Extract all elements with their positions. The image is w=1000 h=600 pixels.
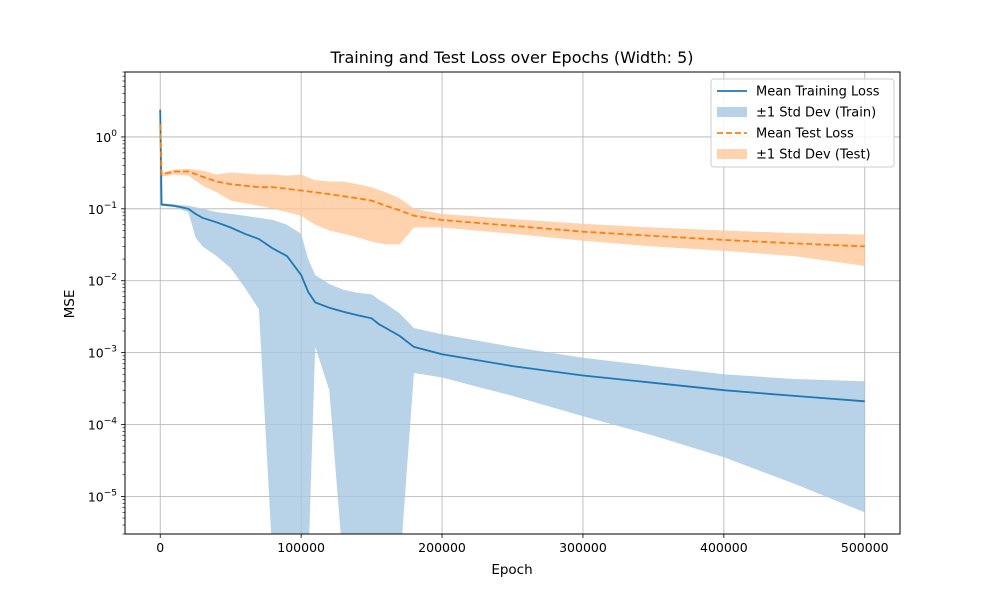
train-std-band xyxy=(160,107,865,534)
x-tick-label: 0 xyxy=(156,540,164,555)
std-dev-bands xyxy=(160,107,865,534)
mean-test-loss-line xyxy=(159,124,865,248)
y-tick-label: 10−5 xyxy=(88,488,117,504)
legend-swatch-band xyxy=(717,149,747,159)
chart-title: Training and Test Loss over Epochs (Widt… xyxy=(330,48,694,67)
legend: Mean Training Loss ±1 Std Dev (Train) Mean… xyxy=(710,78,895,168)
series-lines xyxy=(159,109,865,403)
y-tick-label: 10−2 xyxy=(88,273,117,289)
axis-ticks: 0 100000 200000 300000 400000 500000 10−5 10−4 1… xyxy=(88,71,889,555)
x-axis-label: Epoch xyxy=(491,562,532,578)
y-tick-label: 10−4 xyxy=(88,417,117,433)
legend-entry-label: ±1 Std Dev (Train) xyxy=(756,106,876,121)
test-std-band xyxy=(160,120,865,267)
y-tick-label: 10−1 xyxy=(88,201,117,217)
y-axis-label: MSE xyxy=(62,290,78,319)
x-tick-label: 400000 xyxy=(700,540,748,555)
legend-entry-label: Mean Test Loss xyxy=(756,127,854,142)
legend-swatch-band xyxy=(717,107,747,117)
x-tick-label: 500000 xyxy=(841,540,889,555)
legend-entry-label: Mean Training Loss xyxy=(756,85,880,100)
x-tick-label: 100000 xyxy=(277,540,325,555)
legend-box xyxy=(710,78,895,168)
mean-training-loss-line xyxy=(159,109,865,403)
y-tick-label: 10−3 xyxy=(88,345,117,361)
legend-entry-label: ±1 Std Dev (Test) xyxy=(756,148,871,163)
y-tick-label: 100 xyxy=(95,129,117,145)
plot-frame xyxy=(124,71,901,535)
x-tick-label: 300000 xyxy=(559,540,607,555)
x-tick-label: 200000 xyxy=(418,540,466,555)
